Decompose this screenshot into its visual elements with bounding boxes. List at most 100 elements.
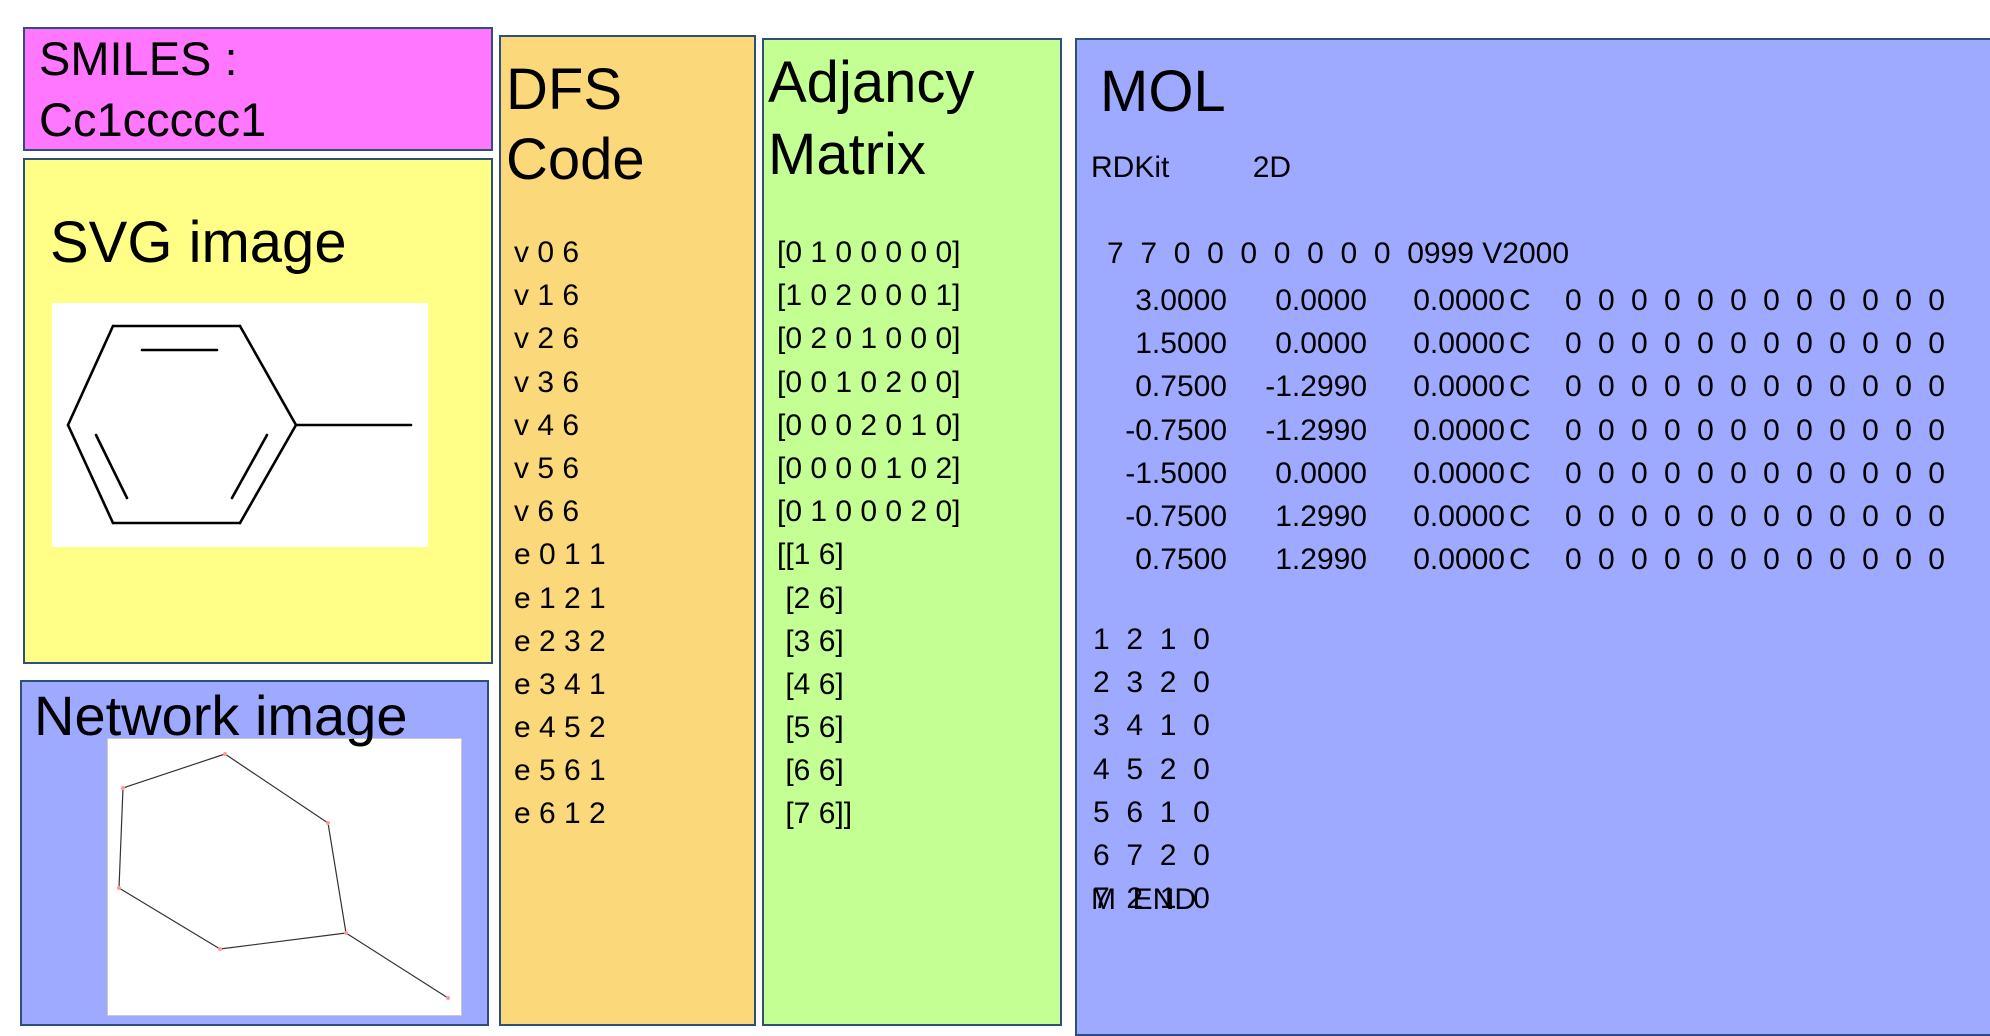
atom-element: C <box>1509 327 1531 361</box>
dfs-code-row: v 2 6 <box>514 322 580 356</box>
adjacency-row: [0 0 0 2 0 1 0] <box>777 408 961 442</box>
network-node <box>121 786 125 790</box>
atom-x: 1.5000 <box>1135 327 1227 361</box>
atom-flags: 0 0 0 0 0 0 0 0 0 0 0 0 <box>1565 543 1945 577</box>
mol-atom-block: 3.0000 0.0000 0.0000 C 0 0 0 0 0 0 0 0 0 0 0… <box>1097 279 1945 581</box>
atom-y: 1.2990 <box>1275 500 1367 534</box>
adjacency-row: [0 0 1 0 2 0 0] <box>777 365 961 399</box>
atom-y: 1.2990 <box>1275 543 1367 577</box>
adjacency-row: [[1 6] <box>777 538 844 572</box>
network-edge <box>219 932 347 950</box>
adj-title-line2: Matrix <box>768 122 926 187</box>
network-panel-title: Network image <box>34 684 408 747</box>
network-node <box>326 821 330 825</box>
atom-z: 0.0000 <box>1413 327 1505 361</box>
atom-flags: 0 0 0 0 0 0 0 0 0 0 0 0 <box>1565 456 1945 490</box>
atom-y: 0.0000 <box>1275 456 1367 490</box>
dfs-code-list: v 0 6 v 1 6 v 2 6 v 3 6 v 4 6 v 5 6 v 6 6 e 0 1… <box>514 231 606 836</box>
network-node <box>117 886 121 890</box>
network-image-panel: Network image <box>20 680 489 1026</box>
mol-atom-row: 0.7500 -1.2990 0.0000 C 0 0 0 0 0 0 0 0 0 0 … <box>1097 365 1945 408</box>
network-node <box>223 752 227 756</box>
dfs-title-line1: DFS <box>506 57 622 122</box>
atom-y: 0.0000 <box>1275 284 1367 317</box>
atom-x: -0.7500 <box>1125 413 1227 447</box>
adjacency-row: [2 6] <box>777 581 844 615</box>
adjacency-row: [1 0 2 0 0 0 1] <box>777 279 961 313</box>
dfs-code-row: e 1 2 1 <box>514 581 606 615</box>
dfs-code-row: e 0 1 1 <box>514 538 606 572</box>
mol-end-line: M END <box>1091 883 1196 916</box>
mol-atom-row: -0.7500 1.2990 0.0000 C 0 0 0 0 0 0 0 0 0 0 … <box>1097 495 1945 538</box>
network-edge <box>345 932 449 999</box>
adjacency-matrix-panel: Adjancy Matrix [0 1 0 0 0 0 0] [1 0 2 0 0… <box>762 38 1062 1026</box>
network-node <box>446 996 450 1000</box>
network-edge <box>118 887 221 950</box>
adjacency-row: [0 0 0 0 1 0 2] <box>777 451 961 485</box>
atom-x: -0.7500 <box>1125 500 1227 534</box>
dfs-code-row: e 4 5 2 <box>514 711 606 745</box>
mol-bond-block: 1 2 1 0 2 3 2 0 3 4 1 0 4 5 2 0 5 6 1 0 6 7 2… <box>1093 618 1210 920</box>
dfs-code-row: v 1 6 <box>514 279 580 313</box>
adjacency-row: [0 1 0 0 0 0 0] <box>777 236 961 269</box>
network-graph-image <box>107 738 462 1016</box>
svg-image-panel: SVG image <box>23 158 493 664</box>
atom-element: C <box>1509 370 1531 404</box>
network-edge <box>122 753 226 789</box>
adjacency-row: [0 2 0 1 0 0 0] <box>777 322 961 356</box>
mol-bond-row: 5 6 1 0 <box>1093 795 1210 829</box>
dfs-code-row: v 3 6 <box>514 365 580 399</box>
atom-y: 0.0000 <box>1275 327 1367 361</box>
svg-panel-title: SVG image <box>50 210 347 275</box>
network-edge <box>327 822 347 934</box>
double-bond-line <box>94 433 129 500</box>
ring-bond <box>238 423 298 525</box>
atom-y: -1.2990 <box>1265 370 1367 404</box>
dfs-code-row: v 0 6 <box>514 236 580 269</box>
atom-z: 0.0000 <box>1413 456 1505 490</box>
adjacency-row: [4 6] <box>777 667 844 701</box>
mol-header-line: RDKit 2D <box>1091 151 1292 184</box>
atom-element: C <box>1509 284 1531 317</box>
atom-x: 0.7500 <box>1135 543 1227 577</box>
atom-flags: 0 0 0 0 0 0 0 0 0 0 0 0 <box>1565 500 1945 534</box>
atom-flags: 0 0 0 0 0 0 0 0 0 0 0 0 <box>1565 327 1945 361</box>
atom-flags: 0 0 0 0 0 0 0 0 0 0 0 0 <box>1565 370 1945 404</box>
dfs-code-row: e 2 3 2 <box>514 624 606 658</box>
network-node <box>218 947 222 951</box>
dfs-code-row: v 6 6 <box>514 495 580 529</box>
atom-x: 3.0000 <box>1135 284 1227 317</box>
mol-bond-row: 3 4 1 0 <box>1093 709 1210 743</box>
ring-bond <box>238 324 298 427</box>
mol-bond-row: 6 7 2 0 <box>1093 838 1210 872</box>
mol-bond-row: 7 2 1 0 <box>1093 882 1210 916</box>
atom-y: -1.2990 <box>1265 413 1367 447</box>
adjacency-row: [7 6]] <box>777 797 853 831</box>
ring-bond <box>66 324 115 427</box>
atom-element: C <box>1509 543 1531 577</box>
dfs-code-row: e 5 6 1 <box>514 754 606 788</box>
mol-atom-row: 1.5000 0.0000 0.0000 C 0 0 0 0 0 0 0 0 0 0 0… <box>1097 322 1945 365</box>
network-graph-drawing <box>117 752 450 1000</box>
smiles-value: Cc1ccccc1 <box>39 93 267 146</box>
atom-z: 0.0000 <box>1413 413 1505 447</box>
network-edge <box>224 753 329 824</box>
atom-z: 0.0000 <box>1413 284 1505 317</box>
mol-atom-row: 0.7500 1.2990 0.0000 C 0 0 0 0 0 0 0 0 0 0 0… <box>1097 538 1945 581</box>
atom-flags: 0 0 0 0 0 0 0 0 0 0 0 0 <box>1565 284 1945 317</box>
mol-atom-row: 3.0000 0.0000 0.0000 C 0 0 0 0 0 0 0 0 0 0 0… <box>1097 279 1945 322</box>
adjacency-row: [0 1 0 0 0 2 0] <box>777 495 961 529</box>
atom-z: 0.0000 <box>1413 370 1505 404</box>
dfs-code-row: v 4 6 <box>514 408 580 442</box>
atom-z: 0.0000 <box>1413 500 1505 534</box>
atom-z: 0.0000 <box>1413 543 1505 577</box>
dfs-code-row: e 3 4 1 <box>514 667 606 701</box>
mol-title: MOL <box>1100 59 1226 124</box>
network-edge <box>118 787 124 889</box>
atom-x: 0.7500 <box>1135 370 1227 404</box>
adjacency-row: [6 6] <box>777 754 844 788</box>
adjacency-matrix-list: [0 1 0 0 0 0 0] [1 0 2 0 0 0 1] [0 2 0 1 0… <box>777 231 960 836</box>
adj-title-line1: Adjancy <box>768 50 975 115</box>
mol-bond-row: 2 3 2 0 <box>1093 666 1210 700</box>
mol-bond-row: 1 2 1 0 <box>1093 623 1210 656</box>
